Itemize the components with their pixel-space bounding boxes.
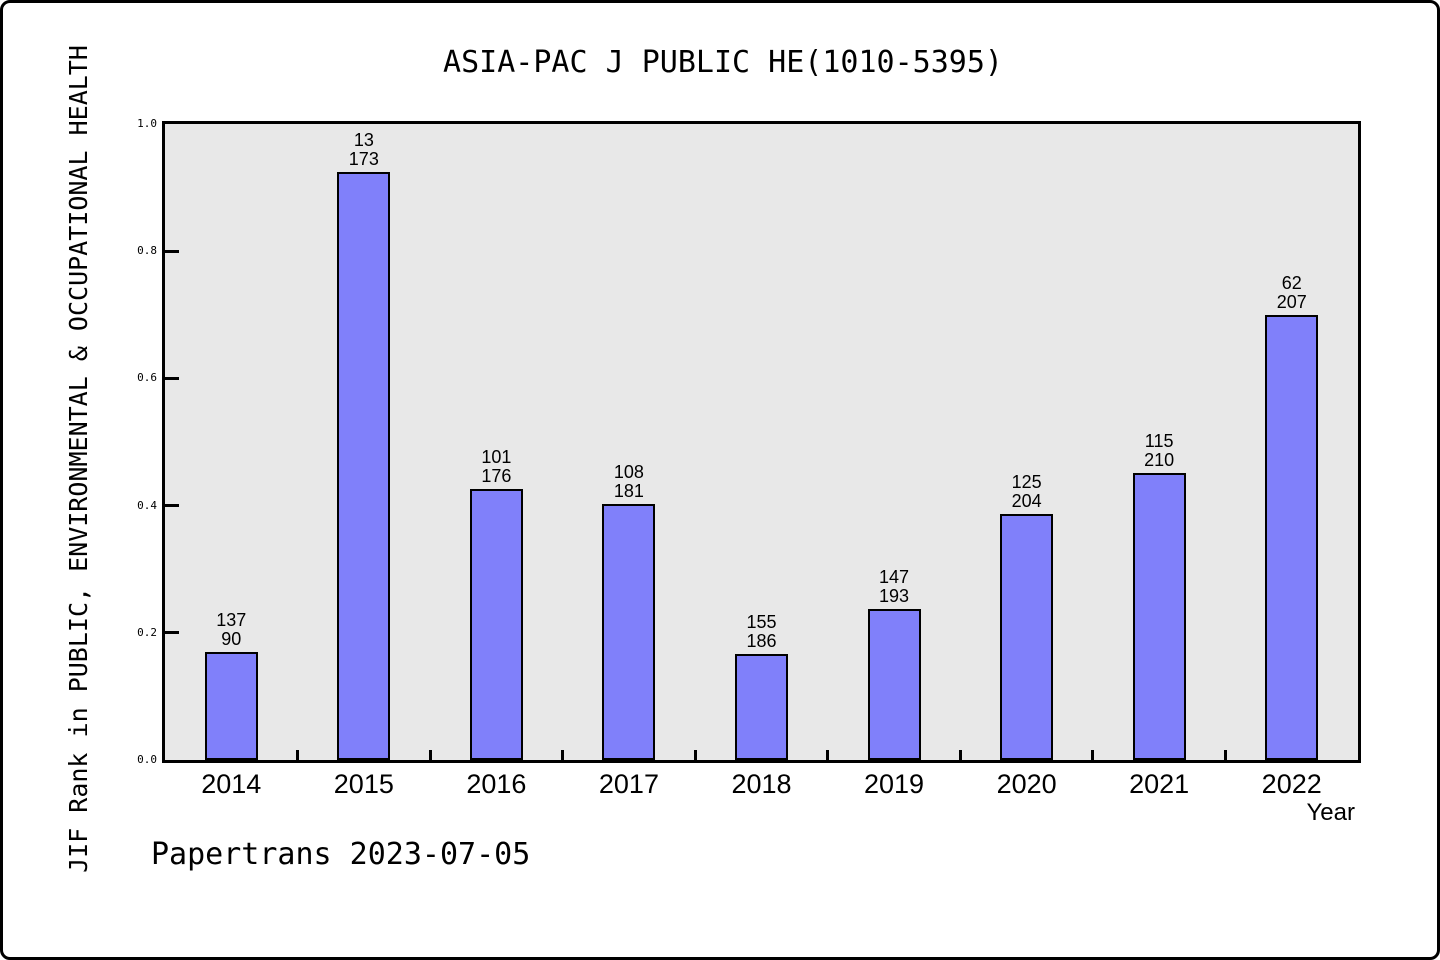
bar-rank-value: 125 [1011,471,1042,492]
x-tick-mark [1223,750,1227,760]
x-tick-mark [561,750,565,760]
x-tick-label-2019: 2019 [864,769,925,799]
bar-value-label-2018: 155 186 [702,611,822,651]
bar-value-label-2015: 13 173 [304,129,424,169]
bar-value-label-2020: 125 204 [967,471,1087,511]
bar-rank-value: 137 [216,609,247,630]
y-axis-label: JIF Rank in PUBLIC, ENVIRONMENTAL & OCCU… [64,45,93,873]
y-tick-label: 0.0 [137,753,157,766]
x-tick-label-2022: 2022 [1261,769,1322,799]
x-tick-mark [693,750,697,760]
bar-2017 [602,503,656,760]
bar-value-label-2014: 137 90 [171,609,291,649]
bar-2015 [337,171,391,760]
bar-total-value: 193 [879,585,910,606]
x-axis-label: Year [1306,799,1356,826]
bar-rank-value: 147 [879,566,910,587]
x-tick-mark [296,750,300,760]
bar-rank-value: 101 [481,447,512,468]
bar-2018 [735,653,788,760]
y-tick-mark [164,504,179,508]
y-tick-label: 1.0 [137,117,157,130]
x-tick-label-2014: 2014 [201,769,262,799]
bar-value-label-2022: 62 207 [1232,272,1352,312]
x-tick-label-2015: 2015 [333,769,394,799]
x-tick-label-2016: 2016 [466,769,527,799]
y-tick-label: 0.6 [137,371,157,385]
bar-total-value: 186 [746,630,777,651]
y-tick-mark [164,376,179,380]
x-tick-mark [1091,750,1095,760]
bar-total-value: 176 [481,466,512,487]
bar-rank-value: 155 [746,611,777,632]
y-tick-label: 0.2 [137,625,157,639]
bar-value-label-2019: 147 193 [834,566,954,606]
bar-value-label-2021: 115 210 [1099,430,1219,470]
x-tick-mark [428,750,432,760]
bar-2019 [867,608,921,760]
bar-2022 [1265,314,1319,760]
y-tick-mark [164,631,179,635]
bar-rank-value: 115 [1144,430,1174,451]
chart-title: ASIA-PAC J PUBLIC HE(1010-5395) [443,45,1003,80]
bar-value-label-2016: 101 176 [436,448,556,486]
bar-total-value: 210 [1144,449,1175,470]
bar-2016 [469,489,523,760]
x-tick-mark [958,750,962,760]
x-tick-label-2018: 2018 [731,769,792,799]
bar-total-value: 173 [348,148,379,169]
bar-total-value: 207 [1276,291,1307,312]
bar-rank-value: 62 [1281,272,1302,293]
bar-2020 [1000,513,1054,760]
bar-total-value: 90 [221,628,242,649]
bar-rank-value: 108 [613,461,644,482]
bar-2021 [1132,472,1186,760]
plot-area: 0.0 0.2 0.4 0.6 0.8 1.0 137 90 2014 13 173 2015 101 1… [137,117,1361,799]
bar-value-label-2017: 108 181 [569,461,689,501]
x-tick-mark [826,750,830,760]
watermark-text: Papertrans 2023-07-05 [151,837,531,872]
y-tick-mark [164,249,179,253]
bar-2014 [204,651,258,760]
y-tick-label: 0.4 [137,498,157,512]
x-tick-label-2021: 2021 [1129,769,1190,799]
bar-rank-value: 13 [353,129,374,150]
y-tick-label: 0.8 [137,244,157,258]
bar-total-value: 204 [1011,490,1042,511]
x-tick-label-2020: 2020 [996,769,1057,799]
x-tick-label-2017: 2017 [598,769,659,799]
bar-total-value: 181 [613,480,644,501]
